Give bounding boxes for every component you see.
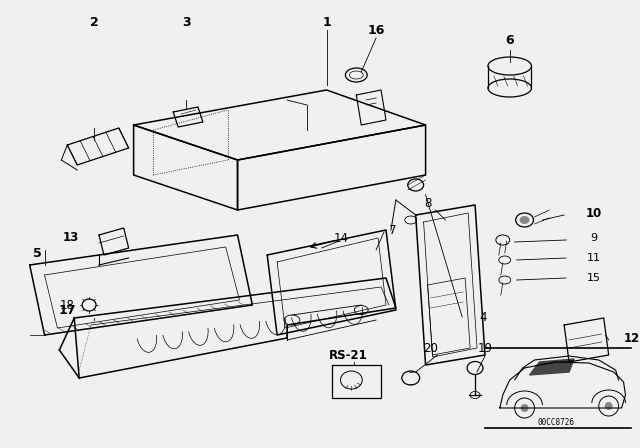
Text: 15: 15 [587,273,601,283]
Text: 00CC8726: 00CC8726 [538,418,575,426]
Polygon shape [529,359,574,375]
Text: 16: 16 [367,23,385,36]
Text: 7: 7 [389,224,397,237]
Text: 2: 2 [90,16,99,29]
Text: 4: 4 [479,310,487,323]
Text: 9: 9 [590,233,597,243]
Text: RS-21: RS-21 [329,349,368,362]
Text: 20: 20 [423,341,438,354]
Text: 17: 17 [58,303,76,316]
Text: 11: 11 [587,253,601,263]
Text: 18: 18 [60,298,75,311]
Text: 19: 19 [477,341,492,354]
Text: 1: 1 [322,16,331,29]
Text: 10: 10 [586,207,602,220]
Circle shape [520,404,529,412]
Text: 5: 5 [33,246,42,259]
Text: 3: 3 [182,16,190,29]
Text: 14: 14 [334,232,349,245]
Text: 8: 8 [424,197,431,210]
Circle shape [605,402,612,410]
Ellipse shape [520,216,529,224]
Text: 6: 6 [506,34,514,47]
Text: 13: 13 [63,231,79,244]
Text: 12: 12 [623,332,639,345]
